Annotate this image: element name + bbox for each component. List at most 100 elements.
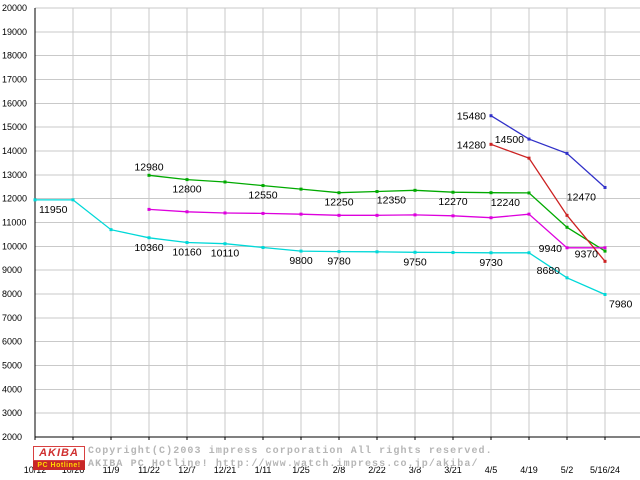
point-label-10110: 10110 bbox=[211, 248, 240, 260]
svg-text:3000: 3000 bbox=[2, 408, 22, 418]
svg-text:19000: 19000 bbox=[2, 27, 27, 37]
data-point-cyan bbox=[337, 250, 341, 254]
data-point-green bbox=[185, 178, 189, 182]
data-point-blue bbox=[603, 185, 607, 189]
point-label-9370: 9370 bbox=[575, 248, 599, 260]
point-label-11950: 11950 bbox=[39, 204, 68, 216]
data-point-cyan bbox=[527, 251, 531, 255]
data-point-magenta bbox=[337, 213, 341, 217]
copyright-line-2: AKIBA PC Hotline! http://www.watch.impre… bbox=[88, 459, 479, 470]
svg-text:2/8: 2/8 bbox=[333, 465, 346, 475]
point-label-12800: 12800 bbox=[172, 184, 201, 196]
point-label-14500: 14500 bbox=[495, 134, 524, 146]
data-point-blue bbox=[565, 151, 569, 155]
svg-text:5/2: 5/2 bbox=[561, 465, 574, 475]
data-point-magenta bbox=[527, 212, 531, 216]
svg-text:10/12: 10/12 bbox=[24, 465, 47, 475]
data-point-red bbox=[565, 213, 569, 217]
svg-text:11/9: 11/9 bbox=[103, 465, 120, 475]
data-point-green bbox=[489, 191, 493, 195]
data-point-cyan bbox=[147, 236, 151, 240]
data-point-green bbox=[223, 180, 227, 184]
data-point-cyan bbox=[223, 242, 227, 246]
point-label-12250: 12250 bbox=[324, 197, 353, 209]
data-point-red bbox=[603, 259, 607, 263]
point-label-12470: 12470 bbox=[567, 191, 596, 203]
data-point-cyan bbox=[451, 251, 455, 255]
data-point-magenta bbox=[413, 213, 417, 217]
svg-text:17000: 17000 bbox=[2, 75, 27, 85]
data-point-green bbox=[299, 187, 303, 191]
data-point-cyan bbox=[413, 250, 417, 254]
point-label-7980: 7980 bbox=[609, 298, 633, 310]
point-label-10160: 10160 bbox=[172, 247, 201, 259]
point-label-10360: 10360 bbox=[134, 242, 163, 254]
data-point-magenta bbox=[489, 216, 493, 220]
data-point-cyan bbox=[489, 251, 493, 255]
data-point-cyan bbox=[33, 198, 37, 202]
data-point-green bbox=[147, 173, 151, 177]
series-line-blue bbox=[489, 114, 607, 189]
y-axis-labels: 2000 3000 4000 5000 6000 7000 8000 9000 10000 110… bbox=[2, 3, 27, 442]
data-point-green bbox=[337, 191, 341, 195]
series-line-green bbox=[147, 173, 607, 253]
svg-text:11/22: 11/22 bbox=[138, 465, 160, 475]
svg-text:4000: 4000 bbox=[2, 384, 22, 394]
svg-text:4/19: 4/19 bbox=[520, 465, 538, 475]
data-point-magenta bbox=[185, 210, 189, 214]
svg-text:2000: 2000 bbox=[2, 432, 22, 442]
svg-text:13000: 13000 bbox=[2, 170, 27, 180]
point-label-12550: 12550 bbox=[248, 190, 277, 202]
data-point-magenta bbox=[375, 213, 379, 217]
x-axis-labels: 10/12 10/26 11/9 11/22 12/7 12/21 1/11 1/25 2/8 2… bbox=[24, 465, 620, 475]
data-point-red bbox=[527, 156, 531, 160]
series-line-red bbox=[489, 142, 607, 263]
point-label-8680: 8680 bbox=[537, 265, 561, 277]
data-point-magenta bbox=[565, 246, 569, 250]
svg-text:14000: 14000 bbox=[2, 146, 27, 156]
svg-text:10000: 10000 bbox=[2, 241, 27, 251]
data-point-red bbox=[489, 142, 493, 146]
data-point-cyan bbox=[299, 249, 303, 253]
point-label-9730: 9730 bbox=[479, 257, 503, 269]
svg-text:10/26: 10/26 bbox=[62, 465, 85, 475]
data-point-green bbox=[413, 188, 417, 192]
svg-text:5000: 5000 bbox=[2, 361, 22, 371]
data-point-magenta bbox=[299, 212, 303, 216]
chart-grid bbox=[34, 7, 640, 438]
svg-text:4/5: 4/5 bbox=[485, 465, 498, 475]
svg-text:9000: 9000 bbox=[2, 265, 22, 275]
chart-axes bbox=[34, 8, 640, 440]
svg-text:3/8: 3/8 bbox=[409, 465, 422, 475]
data-point-green bbox=[261, 184, 265, 188]
svg-text:11000: 11000 bbox=[2, 218, 26, 228]
copyright-line-1: Copyright(C)2003 impress corporation All… bbox=[88, 446, 493, 457]
svg-text:20000: 20000 bbox=[2, 3, 27, 13]
data-point-cyan bbox=[565, 276, 569, 280]
point-label-9800: 9800 bbox=[289, 255, 313, 267]
svg-text:5/16/24: 5/16/24 bbox=[590, 465, 620, 475]
point-labels: 11950 10360 10160 10110 9800 9780 9750 9730 8680… bbox=[39, 111, 633, 311]
point-label-15480: 15480 bbox=[457, 111, 486, 123]
copyright-notice: Copyright(C)2003 impress corporation All… bbox=[88, 445, 493, 471]
series-line-cyan bbox=[33, 198, 607, 296]
svg-text:18000: 18000 bbox=[2, 51, 27, 61]
svg-text:1/11: 1/11 bbox=[255, 465, 272, 475]
data-point-blue bbox=[489, 114, 493, 118]
data-point-magenta bbox=[147, 207, 151, 211]
point-label-9940: 9940 bbox=[539, 243, 563, 255]
data-point-green bbox=[451, 190, 455, 194]
point-label-12240: 12240 bbox=[491, 197, 520, 209]
svg-text:16000: 16000 bbox=[2, 98, 27, 108]
svg-text:7000: 7000 bbox=[2, 313, 22, 323]
point-label-9780: 9780 bbox=[327, 256, 351, 268]
data-point-green bbox=[375, 190, 379, 194]
point-label-12980: 12980 bbox=[134, 161, 163, 173]
point-label-12270: 12270 bbox=[438, 196, 467, 208]
data-point-magenta bbox=[223, 211, 227, 215]
svg-text:12/7: 12/7 bbox=[178, 465, 196, 475]
svg-text:12/21: 12/21 bbox=[214, 465, 237, 475]
data-point-cyan bbox=[109, 228, 113, 232]
